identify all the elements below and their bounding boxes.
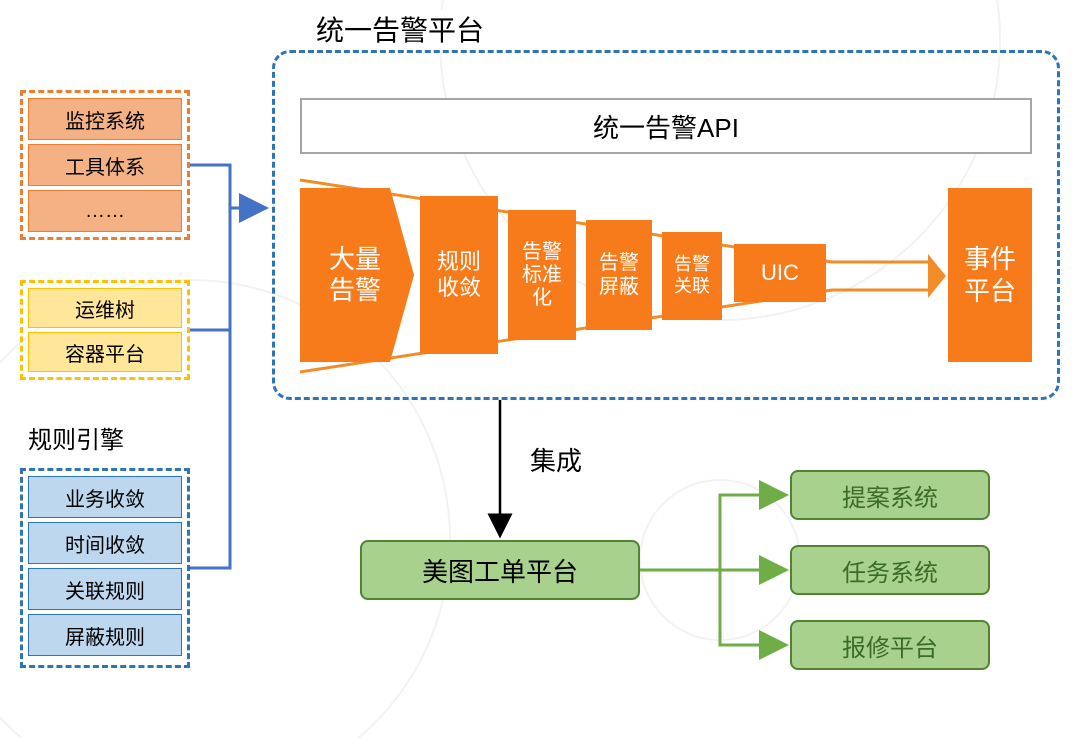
event-platform: 事件 平台 bbox=[948, 188, 1032, 362]
left-item-more: …… bbox=[28, 190, 182, 232]
step-mass-alert: 大量 告警 bbox=[300, 188, 410, 362]
left-item-tools: 工具体系 bbox=[28, 144, 182, 186]
repair-platform: 报修平台 bbox=[790, 620, 990, 670]
task-system: 任务系统 bbox=[790, 545, 990, 595]
left-rule-shield: 屏蔽规则 bbox=[28, 614, 182, 656]
left-item-container: 容器平台 bbox=[28, 332, 182, 372]
platform-title: 统一告警平台 bbox=[310, 10, 570, 48]
rules-engine-label: 规则引擎 bbox=[28, 420, 188, 454]
step-associate: 告警 关联 bbox=[662, 232, 722, 320]
left-rule-time: 时间收敛 bbox=[28, 522, 182, 564]
integration-label: 集成 bbox=[530, 442, 610, 476]
step-uic: UIC bbox=[734, 244, 826, 302]
left-item-opstree: 运维树 bbox=[28, 288, 182, 328]
step-standardize: 告警 标准 化 bbox=[508, 210, 576, 340]
step-shield: 告警 屏蔽 bbox=[586, 220, 652, 330]
proposal-system: 提案系统 bbox=[790, 470, 990, 520]
step-rule-converge: 规则 收敛 bbox=[420, 196, 498, 354]
left-rule-biz: 业务收敛 bbox=[28, 476, 182, 518]
left-item-monitor: 监控系统 bbox=[28, 98, 182, 140]
platform-api: 统一告警API bbox=[300, 98, 1032, 154]
ticket-platform: 美图工单平台 bbox=[360, 540, 640, 600]
left-rule-assoc: 关联规则 bbox=[28, 568, 182, 610]
